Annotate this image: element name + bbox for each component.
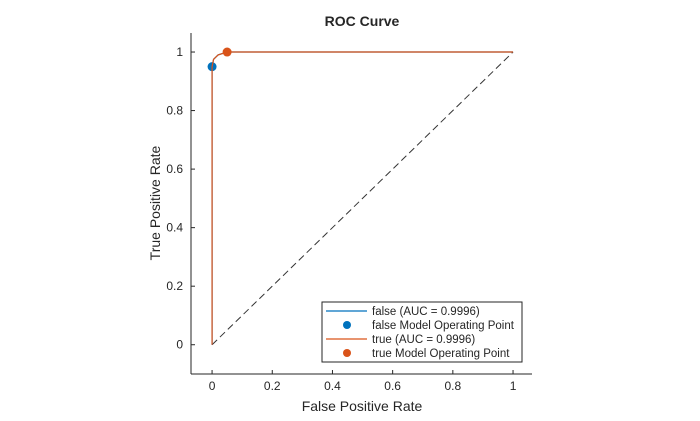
legend-label-3: true Model Operating Point: [372, 348, 510, 360]
legend-label-1: false Model Operating Point: [372, 320, 515, 332]
x-tick-label: 0.2: [264, 379, 281, 393]
x-tick-label: 1: [510, 379, 517, 393]
legend-label-2: true (AUC = 0.9996): [372, 334, 475, 346]
legend-marker-1: [343, 321, 351, 329]
x-tick-label: 0.4: [324, 379, 341, 393]
y-tick-label: 0: [176, 338, 183, 352]
chart-title: ROC Curve: [325, 13, 400, 29]
legend-marker-3: [343, 349, 351, 357]
x-tick-label: 0.8: [445, 379, 462, 393]
operating-point-3: [222, 47, 232, 57]
x-tick-label: 0.6: [384, 379, 401, 393]
legend-label-0: false (AUC = 0.9996): [372, 306, 480, 318]
x-axis-label: False Positive Rate: [302, 398, 423, 414]
reference-line: [211, 51, 514, 346]
y-tick-label: 0.2: [166, 279, 183, 293]
y-tick-label: 0.4: [166, 221, 183, 235]
y-tick-label: 0.8: [166, 104, 183, 118]
y-axis-label: True Positive Rate: [147, 145, 163, 260]
x-tick-label: 0: [209, 379, 216, 393]
series-line-2: [211, 51, 514, 345]
legend-box: [321, 301, 523, 363]
y-tick-label: 0.6: [166, 162, 183, 176]
y-tick-label: 1: [176, 45, 183, 59]
